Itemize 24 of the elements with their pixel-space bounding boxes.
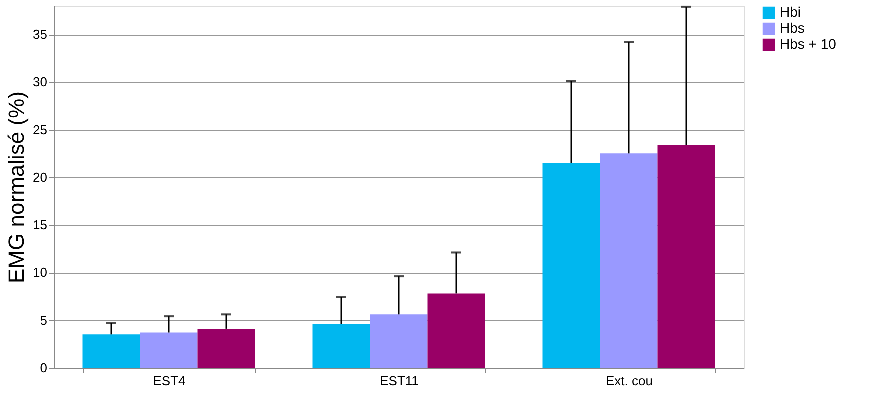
y-tick-label: 5 bbox=[40, 312, 48, 328]
y-tick-label: 10 bbox=[33, 265, 48, 280]
y-tick-label: 0 bbox=[40, 360, 48, 376]
x-tick-label: EST4 bbox=[153, 374, 186, 388]
bar bbox=[600, 154, 658, 368]
bar bbox=[198, 328, 256, 368]
y-tick-label: 20 bbox=[33, 170, 48, 185]
y-tick-label: 30 bbox=[33, 74, 48, 90]
x-tick-label: EST11 bbox=[380, 374, 419, 388]
legend-label: Hbs bbox=[780, 20, 805, 36]
y-tick-label: 35 bbox=[33, 27, 48, 42]
bar bbox=[370, 314, 428, 368]
bar bbox=[658, 145, 716, 368]
y-tick-label: 25 bbox=[33, 122, 48, 138]
legend-label: Hbs + 10 bbox=[780, 36, 837, 52]
bar bbox=[82, 334, 140, 368]
bar bbox=[428, 294, 486, 368]
bar bbox=[140, 332, 198, 368]
bar bbox=[312, 324, 370, 368]
y-axis-title: EMG normalisé (%) bbox=[4, 92, 30, 284]
legend-label: Hbi bbox=[780, 4, 802, 20]
bar bbox=[542, 163, 600, 368]
y-tick-label: 15 bbox=[33, 218, 48, 233]
x-tick-label: Ext. cou bbox=[606, 374, 653, 388]
